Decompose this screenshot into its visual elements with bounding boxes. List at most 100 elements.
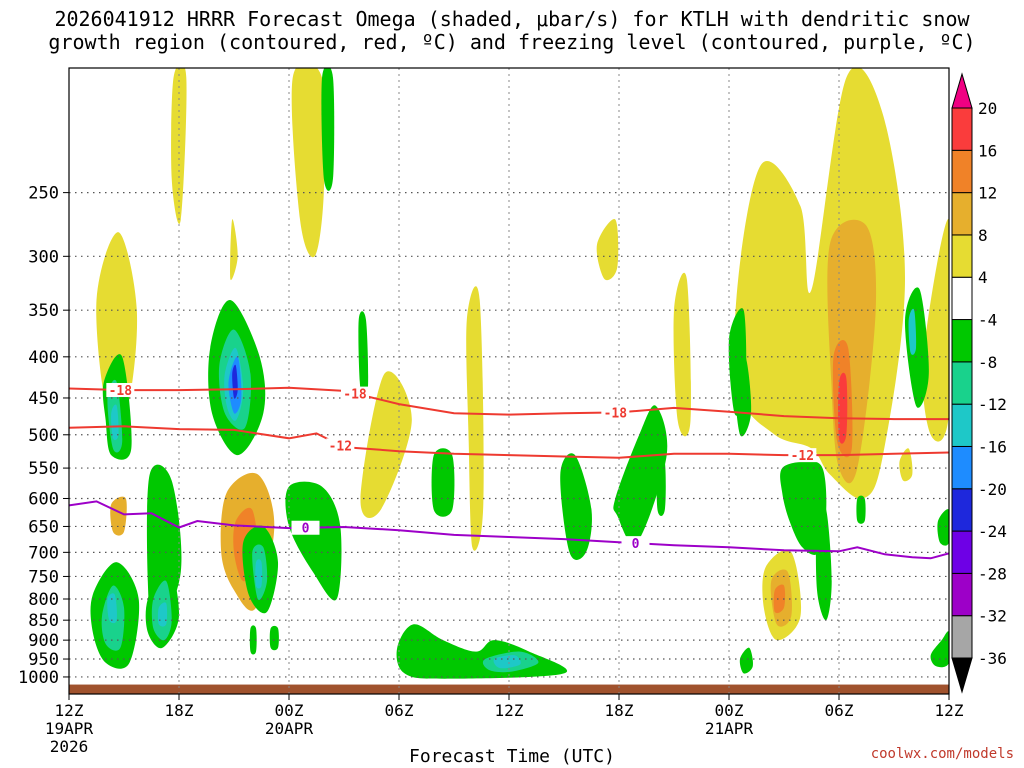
y-tick-label-950: 950: [28, 650, 59, 670]
x-date-label-6: 21APR: [705, 719, 754, 738]
y-tick-label-850: 850: [28, 611, 59, 631]
colorbar-label-12: 16: [978, 141, 997, 160]
omega-region-6-6: [908, 308, 917, 355]
colorbar-segment-11: [951, 149, 973, 194]
x-tick-label-5: 18Z: [605, 701, 634, 720]
freezing-level-label-bg-1: [621, 536, 650, 551]
colorbar-label-13: 20: [978, 99, 997, 118]
y-tick-label-650: 650: [28, 517, 59, 537]
omega-region-4-3: [358, 311, 369, 399]
dgz-top-contour: [69, 386, 949, 421]
freezing-level-label-1: 0: [632, 537, 640, 552]
omega-region-3-0: [838, 372, 848, 444]
y-tick-label-450: 450: [28, 389, 59, 409]
omega-region-0-3: [291, 68, 326, 258]
omega-region-6-2: [107, 593, 118, 624]
x-tick-label-1: 18Z: [165, 701, 194, 720]
y-tick-label-550: 550: [28, 459, 59, 479]
contour-labels: -18 -18 -18 -12 -12 0 0: [106, 383, 817, 552]
omega-region-4-24: [249, 625, 257, 655]
y-tick-label-800: 800: [28, 590, 59, 610]
colorbar-segment-5: [951, 403, 973, 447]
omega-region-6-4: [255, 559, 263, 589]
x-tick-label-7: 06Z: [825, 701, 854, 720]
colorbar-label-11: 12: [978, 184, 997, 203]
colorbar-label-4: -20: [978, 480, 1007, 499]
omega-region-4-9: [285, 481, 342, 601]
colorbar-segment-12: [951, 107, 973, 151]
omega-region-4-18: [815, 505, 832, 621]
colorbar-segment-6: [951, 361, 973, 405]
y-tick-label-300: 300: [28, 247, 59, 267]
omega-shading: [90, 68, 949, 679]
y-tick-label-600: 600: [28, 489, 59, 509]
colorbar-label-1: -32: [978, 607, 1007, 626]
colorbar-label-9: 4: [978, 268, 988, 287]
y-tick-label-700: 700: [28, 543, 59, 563]
freezing-level-label-0: 0: [302, 522, 310, 537]
omega-region-4-19: [739, 647, 754, 674]
colorbar-segment-3: [951, 488, 973, 532]
y-tick-label-750: 750: [28, 567, 59, 587]
dgz-bottom-label-bg-1: [788, 448, 817, 463]
omega-region-0-4: [360, 371, 412, 519]
dgz-top-label-0: -18: [109, 384, 133, 399]
colorbar-label-10: 8: [978, 226, 988, 245]
x-tick-label-3: 06Z: [385, 701, 414, 720]
credit-link[interactable]: coolwx.com/models: [870, 746, 1014, 762]
colorbar-segment-1: [951, 572, 973, 617]
omega-region-0-10: [922, 219, 949, 442]
omega-region-4-12: [560, 453, 592, 560]
omega-region-4-14: [656, 455, 666, 516]
x-tick-label-0: 12Z: [55, 701, 84, 720]
y-tick-label-900: 900: [28, 631, 59, 651]
chart-title-line-2: growth region (contoured, red, ºC) and f…: [48, 30, 976, 54]
x-year-label-0: 2026: [50, 737, 89, 756]
chart-title-line-1: 2026041912 HRRR Forecast Omega (shaded, …: [54, 7, 970, 31]
colorbar-label-5: -16: [978, 437, 1007, 456]
colorbar-segment-9: [951, 234, 973, 278]
colorbar-label-8: -4: [978, 311, 997, 330]
ground-strip: [69, 684, 949, 694]
dgz-top-label-bg-2: [601, 405, 630, 420]
colorbar-label-6: -12: [978, 395, 1007, 414]
omega-region-4-22: [937, 509, 949, 546]
omega-region-2-2: [773, 584, 786, 614]
omega-region-4-17: [780, 461, 827, 555]
colorbar-label-3: -24: [978, 522, 1007, 541]
colorbar: -36 -32 -28 -24 -20 -16 -12 -8 -4 4 8 12 16 20: [951, 72, 1007, 694]
dgz-bottom-label-0: -12: [329, 439, 352, 454]
omega-region-6-0: [111, 404, 119, 441]
omega-region-4-10: [431, 448, 455, 517]
colorbar-segment-7: [951, 319, 973, 363]
y-tick-label-250: 250: [28, 184, 59, 204]
omega-region-1-3: [110, 496, 127, 536]
colorbar-segment-8: [951, 276, 973, 321]
x-axis-label: Forecast Time (UTC): [409, 746, 615, 767]
x-date-label-0: 19APR: [45, 719, 94, 738]
x-tick-label-6: 00Z: [715, 701, 744, 720]
chart-title: 2026041912 HRRR Forecast Omega (shaded, …: [0, 8, 1024, 54]
colorbar-label-7: -8: [978, 353, 997, 372]
x-tick-label-8: 12Z: [935, 701, 964, 720]
omega-region-4-20: [856, 495, 866, 524]
ground-surface: [69, 684, 949, 694]
dgz-bottom-label-bg-0: [326, 438, 355, 453]
colorbar-segment-10: [951, 192, 973, 236]
colorbar-segment-2: [951, 530, 973, 574]
omega-region-4-13: [613, 405, 668, 545]
y-tick-label-350: 350: [28, 301, 59, 321]
x-date-label-2: 20APR: [265, 719, 314, 738]
colorbar-segment-4: [951, 445, 973, 490]
omega-region-0-11: [899, 448, 913, 482]
omega-region-4-2: [321, 68, 335, 191]
colorbar-arrow-bottom: [951, 657, 973, 694]
colorbar-segment-0: [951, 615, 973, 659]
freezing-level-contour: [69, 500, 949, 560]
dgz-top-label-bg-1: [341, 386, 369, 401]
colorbar-label-0: -36: [978, 649, 1007, 668]
omega-region-6-5: [493, 655, 521, 669]
dgz-top-label-2: -18: [604, 406, 628, 421]
